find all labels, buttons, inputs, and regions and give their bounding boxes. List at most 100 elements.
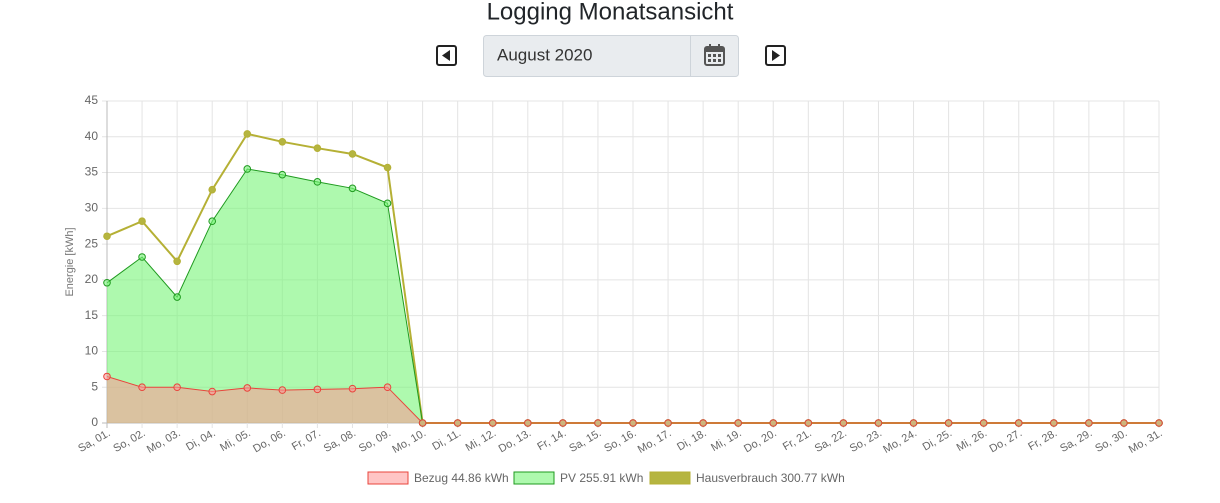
point [769,419,778,427]
point [243,384,252,392]
x-tick-label: So, 30. [1093,427,1129,455]
area [107,169,1159,423]
x-tick-label: So, 23. [848,427,884,455]
x-tick-label: Sa, 01. [76,427,112,455]
point [313,385,322,394]
x-tick-label: Mi, 26. [955,427,990,454]
point [664,419,672,427]
point [804,419,813,427]
x-tick-label: Mo, 10. [390,427,428,456]
point [243,165,252,173]
y-tick-label: 45 [85,93,99,107]
x-tick-label: Mi, 05. [218,427,253,454]
y-tick-label: 35 [85,165,99,179]
point [874,419,883,427]
legend-swatch [649,471,691,485]
point [944,419,953,427]
point [559,419,567,427]
next-button[interactable] [765,45,786,66]
x-tick-label: Di, 18. [675,427,709,453]
y-tick-label: 30 [85,201,99,215]
legend-swatch [367,471,409,485]
x-tick-label: Fr, 07. [290,427,323,453]
legend-label: Hausverbrauch 300.77 kWh [696,471,845,485]
point [173,257,181,266]
prev-button[interactable] [436,45,457,66]
calendar-button[interactable] [704,44,725,66]
x-tick-label: Do, 06. [251,427,288,455]
point [348,150,357,158]
y-tick-label: 15 [85,308,99,322]
point [488,419,497,427]
x-tick-label: Fr, 28. [1026,427,1059,453]
point [734,419,743,427]
point [138,253,146,261]
y-tick-label: 25 [85,236,99,250]
x-tick-label: So, 09. [357,427,393,455]
y-tick-label: 20 [85,272,99,286]
point [699,419,707,427]
page-title: Logging Monatsansicht [487,0,734,25]
x-tick-label: Sa, 08. [322,427,358,455]
point [418,419,427,427]
point [173,293,181,301]
point [103,278,111,287]
point [138,217,146,226]
point [278,386,287,394]
point [103,372,111,381]
point [278,170,287,179]
x-tick-label: Sa, 22. [813,427,849,455]
point [243,130,252,138]
x-tick-label: Mi, 19. [709,427,744,454]
y-tick-label: 10 [85,344,99,358]
point [1050,419,1058,427]
y-tick-label: 40 [85,129,99,143]
point [383,199,392,208]
x-tick-label: Sa, 29. [1058,427,1094,455]
x-tick-label: Mo, 24. [881,427,919,456]
point [524,419,532,427]
x-tick-label: Di, 04. [184,427,218,453]
y-tick-label: 5 [91,379,98,393]
point [208,185,216,194]
point [1155,419,1163,427]
legend-swatch [513,471,555,485]
x-tick-label: Di, 11. [430,427,463,453]
date-input[interactable] [483,35,739,77]
x-tick-label: Di, 25. [921,427,955,453]
point [348,184,357,193]
point [138,383,146,392]
x-tick-label: So, 16. [602,427,638,455]
point [313,178,322,186]
x-tick-label: Do, 13. [497,427,534,455]
point [103,232,111,241]
x-tick-label: Do, 20. [742,427,779,455]
y-axis-label: Energie [kWh] [64,227,76,296]
x-tick-label: Mo, 31. [1127,427,1165,456]
point [208,387,216,396]
date-input-text: August 2020 [497,45,592,64]
point [1120,419,1128,427]
x-tick-label: So, 02. [111,427,147,455]
x-tick-label: Mi, 12. [464,427,499,454]
x-tick-label: Fr, 14. [535,427,568,453]
point [383,163,392,172]
point [979,419,988,427]
point [594,419,602,427]
point [383,383,392,392]
point [313,144,322,153]
point [629,419,637,427]
point [173,383,181,392]
point [839,419,848,427]
x-tick-label: Mo, 03. [145,427,183,456]
point [208,217,216,226]
x-tick-label: Fr, 21. [781,427,814,453]
x-tick-label: Do, 27. [988,427,1025,455]
x-tick-label: Mo, 17. [636,427,674,456]
point [1085,419,1093,427]
x-tick-label: Sa, 15. [567,427,603,455]
point [278,137,287,146]
point [453,419,462,427]
